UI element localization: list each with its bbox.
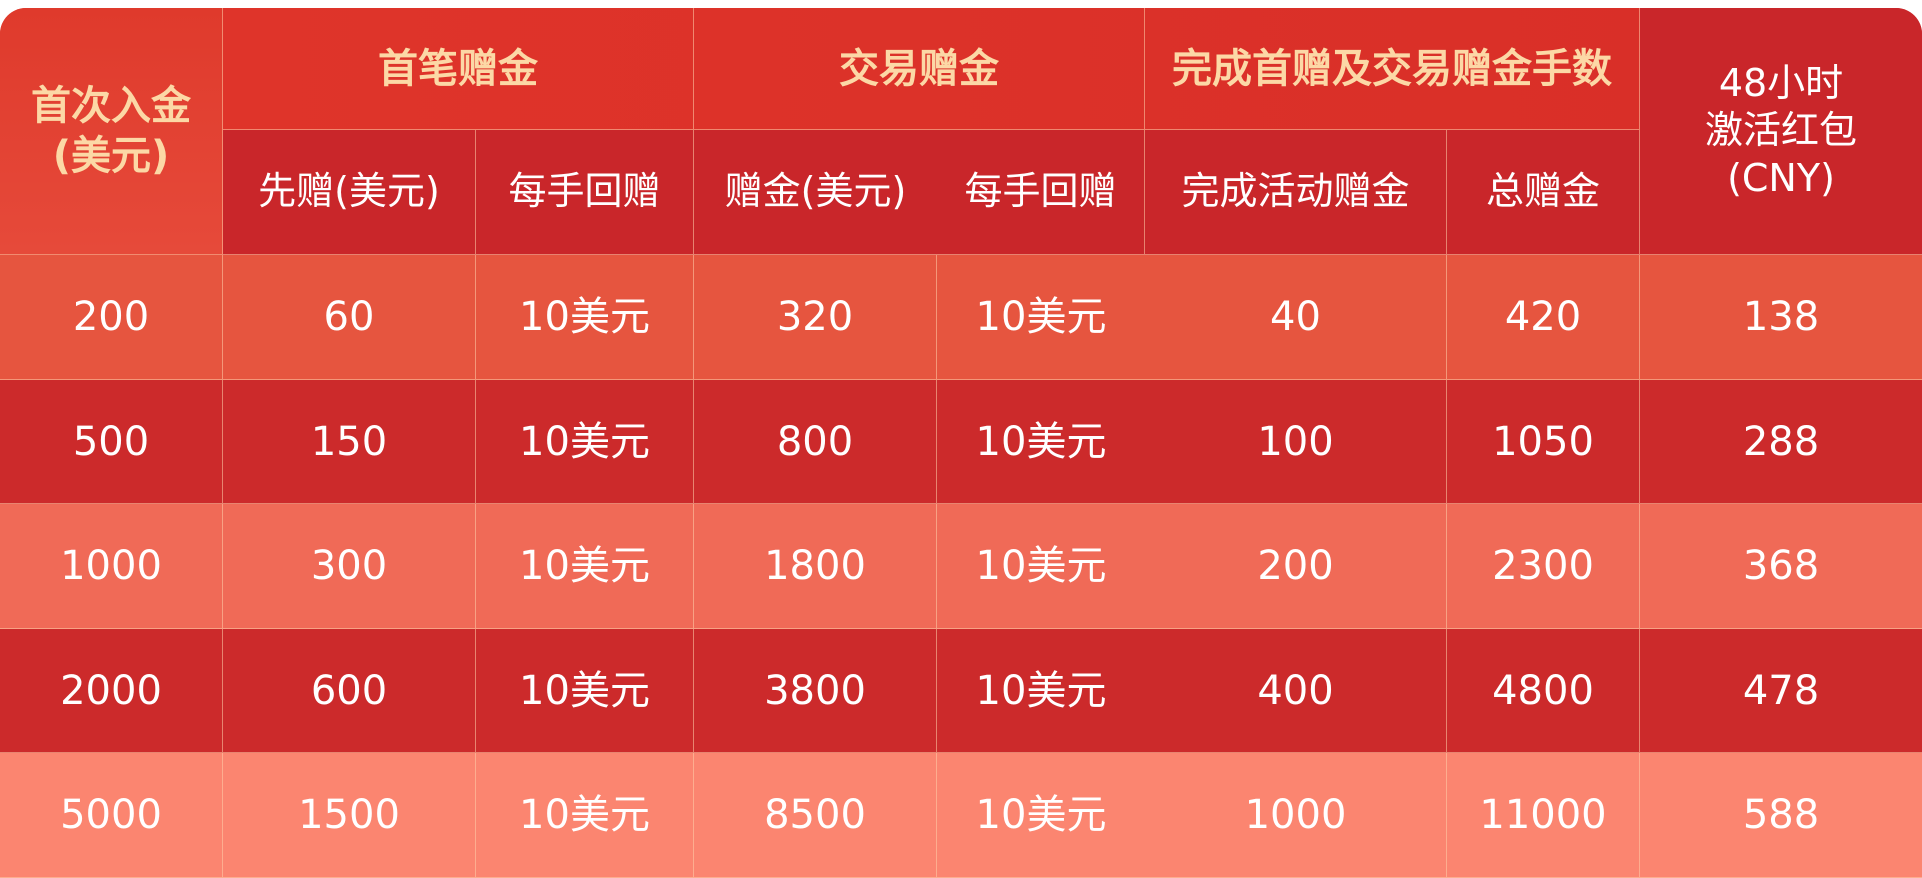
table-cell: 10美元 bbox=[476, 255, 694, 380]
table-cell: 10美元 bbox=[476, 380, 694, 504]
table-cell: 800 bbox=[694, 380, 937, 504]
header-first-bonus: 首笔赠金 bbox=[223, 8, 694, 130]
table-cell: 1800 bbox=[694, 504, 937, 629]
subheader: 每手回赠 bbox=[937, 130, 1145, 255]
table-cell: 1000 bbox=[0, 504, 223, 629]
subheader: 先赠(美元) bbox=[223, 130, 476, 255]
subheader: 每手回赠 bbox=[476, 130, 694, 255]
table-cell: 368 bbox=[1640, 504, 1922, 629]
table-cell: 600 bbox=[223, 629, 476, 753]
table-cell: 10美元 bbox=[937, 629, 1145, 753]
table-cell: 1500 bbox=[223, 753, 476, 878]
table-cell: 8500 bbox=[694, 753, 937, 878]
table-cell: 5000 bbox=[0, 753, 223, 878]
table-cell: 10美元 bbox=[937, 255, 1145, 380]
table-cell: 500 bbox=[0, 380, 223, 504]
table-cell: 400 bbox=[1145, 629, 1447, 753]
table-cell: 10美元 bbox=[476, 629, 694, 753]
subheader: 完成活动赠金 bbox=[1145, 130, 1447, 255]
header-lots: 完成首赠及交易赠金手数 bbox=[1145, 8, 1640, 130]
table-cell: 10美元 bbox=[476, 753, 694, 878]
table-cell: 40 bbox=[1145, 255, 1447, 380]
table-cell: 100 bbox=[1145, 380, 1447, 504]
table-cell: 3800 bbox=[694, 629, 937, 753]
table-cell: 200 bbox=[0, 255, 223, 380]
table-cell: 588 bbox=[1640, 753, 1922, 878]
table-cell: 138 bbox=[1640, 255, 1922, 380]
table-cell: 420 bbox=[1447, 255, 1640, 380]
table-cell: 10美元 bbox=[937, 380, 1145, 504]
table-cell: 10美元 bbox=[476, 504, 694, 629]
header-red-packet: 48小时 激活红包 (CNY) bbox=[1640, 8, 1922, 255]
table-cell: 200 bbox=[1145, 504, 1447, 629]
table-cell: 10美元 bbox=[937, 504, 1145, 629]
table-cell: 288 bbox=[1640, 380, 1922, 504]
table-cell: 11000 bbox=[1447, 753, 1640, 878]
table-cell: 2000 bbox=[0, 629, 223, 753]
table-cell: 478 bbox=[1640, 629, 1922, 753]
header-trade-bonus: 交易赠金 bbox=[694, 8, 1145, 130]
table-cell: 300 bbox=[223, 504, 476, 629]
table-cell: 4800 bbox=[1447, 629, 1640, 753]
table-cell: 10美元 bbox=[937, 753, 1145, 878]
subheader: 总赠金 bbox=[1447, 130, 1640, 255]
table-cell: 1050 bbox=[1447, 380, 1640, 504]
header-first-deposit: 首次入金 (美元) bbox=[0, 8, 223, 255]
table-cell: 1000 bbox=[1145, 753, 1447, 878]
table-cell: 2300 bbox=[1447, 504, 1640, 629]
table-cell: 150 bbox=[223, 380, 476, 504]
table-cell: 320 bbox=[694, 255, 937, 380]
bonus-table: 首次入金 (美元) 首笔赠金 交易赠金 完成首赠及交易赠金手数 48小时 激活红… bbox=[0, 8, 1922, 878]
subheader: 赠金(美元) bbox=[694, 130, 937, 255]
table-cell: 60 bbox=[223, 255, 476, 380]
